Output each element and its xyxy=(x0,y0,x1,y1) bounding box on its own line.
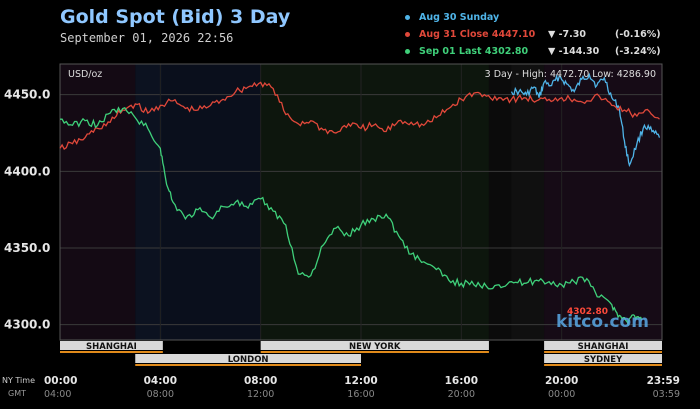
ny-tick-label: 16:00 xyxy=(445,375,478,387)
session-label: SHANGHAI xyxy=(578,342,629,352)
legend-item-last: Sep 01 Last 4302.80 ▼ -144.30 (-3.24%) xyxy=(405,46,670,60)
gmt-tick-label: 04:00 xyxy=(44,389,71,400)
gmt-tick-label: 03:59 xyxy=(653,389,680,400)
y-tick-label: 4300.0 xyxy=(4,318,50,332)
gmt-tick-label: 08:00 xyxy=(147,389,174,400)
series-line-2 xyxy=(60,106,643,326)
time-axis: NY Time GMT 00:00 04:00 08:00 12:00 16:00 20:00… xyxy=(2,375,680,400)
series-line-0 xyxy=(510,72,661,168)
gmt-tick-label: 20:00 xyxy=(448,389,475,400)
y-tick-label: 4450.0 xyxy=(4,88,50,102)
legend-dot-icon xyxy=(405,49,410,54)
series-lines xyxy=(59,72,661,326)
ny-tick-label: 12:00 xyxy=(344,375,377,387)
kitco-watermark: kitco.com xyxy=(556,312,649,332)
units-label: USD/oz xyxy=(68,69,102,80)
session-shade xyxy=(260,64,489,340)
legend-percent: (-0.16%) xyxy=(615,29,661,40)
chart-timestamp: September 01, 2026 22:56 xyxy=(60,31,234,45)
gmt-tick-label: 16:00 xyxy=(347,389,374,400)
legend-label: Aug 31 Close 4447.10 xyxy=(419,29,536,40)
last-price-label: 4302.80 xyxy=(567,307,608,317)
last-price-marker: 4302.80 xyxy=(567,307,608,317)
plot-frame xyxy=(59,63,663,341)
legend-change: ▼ -144.30 xyxy=(548,46,600,57)
ny-tick-label: 20:00 xyxy=(545,375,578,387)
session-label: SYDNEY xyxy=(584,355,623,365)
session-shade xyxy=(511,64,545,340)
ny-time-label: NY Time xyxy=(2,376,35,385)
ny-tick-label: 23:59 xyxy=(647,375,680,387)
session-shade xyxy=(488,64,512,340)
y-tick-label: 4400.0 xyxy=(4,164,50,178)
session-label: NEW YORK xyxy=(349,342,401,352)
session-bars: SHANGHAI NEW YORK SHANGHAI LONDON SYDNEY xyxy=(60,341,662,366)
legend-dot-icon xyxy=(405,15,410,20)
chart-title: Gold Spot (Bid) 3 Day xyxy=(60,6,291,28)
legend-item-close: Aug 31 Close 4447.10 ▼ -7.30 (-0.16%) xyxy=(405,29,670,43)
legend-change: ▼ -7.30 xyxy=(548,29,586,40)
session-bar xyxy=(260,341,489,350)
session-shade xyxy=(162,64,261,340)
session-shade xyxy=(60,64,136,340)
ny-tick-label: 00:00 xyxy=(44,375,77,387)
gmt-tick-label: 00:00 xyxy=(548,389,575,400)
y-axis: 4300.0 4350.0 4400.0 4450.0 xyxy=(4,88,50,332)
legend-percent: (-3.24%) xyxy=(615,46,661,57)
session-bar xyxy=(544,341,662,350)
legend-item-sunday: Aug 30 Sunday xyxy=(405,12,670,26)
legend-label: Sep 01 Last 4302.80 xyxy=(419,46,529,57)
range-label: 3 Day - High: 4472.70 Low: 4286.90 xyxy=(485,69,656,80)
ny-tick-label: 04:00 xyxy=(144,375,177,387)
ny-tick-label: 08:00 xyxy=(244,375,277,387)
session-label: LONDON xyxy=(228,355,269,365)
series-line-1 xyxy=(59,81,660,151)
legend-dot-icon xyxy=(405,32,410,37)
gmt-label: GMT xyxy=(8,389,26,398)
session-bar xyxy=(60,341,163,350)
gridlines xyxy=(60,64,662,340)
y-tick-label: 4350.0 xyxy=(4,241,50,255)
legend-label: Aug 30 Sunday xyxy=(419,12,500,23)
session-bar xyxy=(135,354,361,363)
session-label: SHANGHAI xyxy=(86,342,137,352)
session-backgrounds xyxy=(60,64,662,340)
session-shade xyxy=(544,64,662,340)
gmt-tick-label: 12:00 xyxy=(247,389,274,400)
session-bar xyxy=(544,354,662,363)
